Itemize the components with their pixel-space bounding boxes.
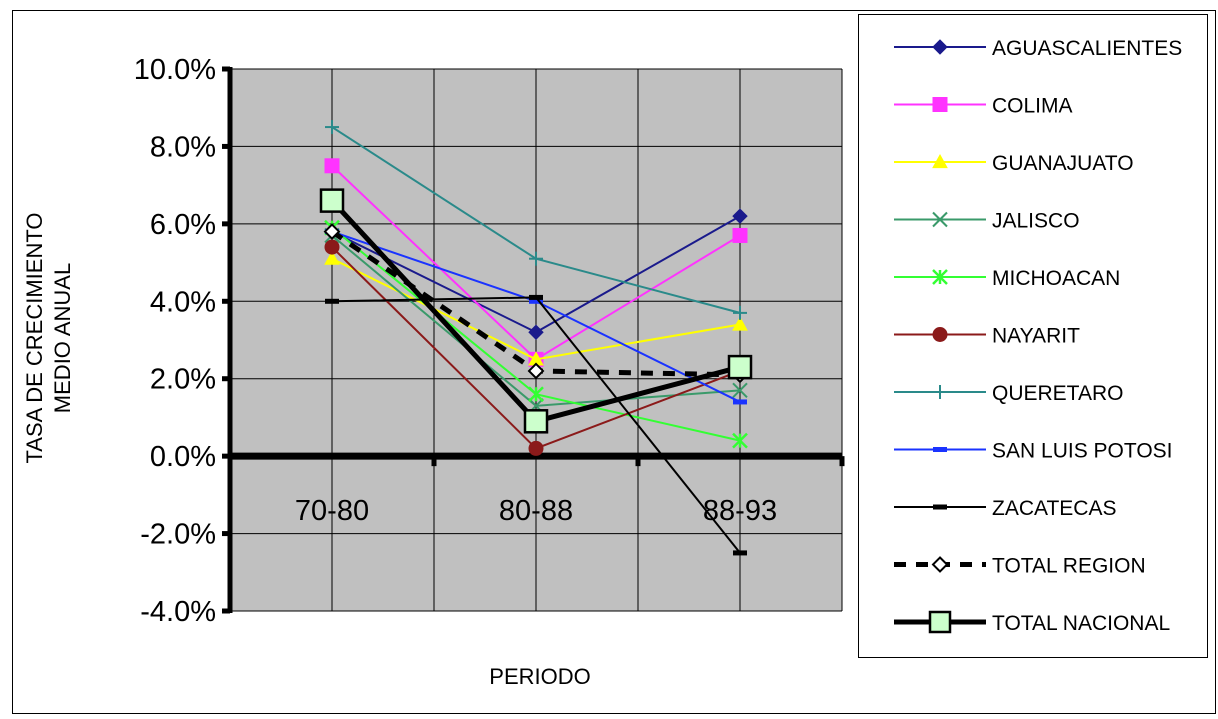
marker-michoacan bbox=[528, 386, 544, 403]
marker-legend-san-luis-potosi bbox=[933, 447, 947, 452]
marker-total-region bbox=[527, 362, 545, 380]
y-tick-label: 8.0% bbox=[150, 131, 216, 163]
marker-aguascalientes bbox=[528, 324, 544, 340]
series-michoacan bbox=[324, 219, 748, 449]
marker-colima bbox=[732, 227, 748, 243]
legend-label: GUANAJUATO bbox=[992, 152, 1134, 175]
marker-legend-total-region bbox=[931, 556, 949, 573]
legend-item-total-nacional: TOTAL NACIONAL bbox=[894, 610, 1170, 635]
marker-san-luis-potosi bbox=[529, 298, 543, 304]
marker-queretaro bbox=[529, 251, 543, 266]
legend-item-michoacan: MICHOACAN bbox=[894, 267, 1120, 290]
legend-item-queretaro: QUERETARO bbox=[894, 382, 1123, 405]
y-tick-label: -2.0% bbox=[140, 519, 216, 551]
marker-total-region bbox=[323, 223, 341, 241]
marker-legend-colima bbox=[932, 97, 948, 112]
legend-item-jalisco: JALISCO bbox=[894, 210, 1080, 233]
axes bbox=[222, 66, 845, 614]
marker-guanajuato bbox=[732, 316, 748, 331]
legend-item-guanajuato: GUANAJUATO bbox=[894, 152, 1134, 175]
y-tick-label: 6.0% bbox=[150, 209, 216, 241]
legend-item-zacatecas: ZACATECAS bbox=[894, 497, 1116, 520]
marker-queretaro bbox=[733, 305, 747, 320]
legend-item-total-region: TOTAL REGION bbox=[894, 555, 1146, 578]
series-total-nacional bbox=[319, 188, 753, 434]
legend-label: AGUASCALIENTES bbox=[992, 37, 1182, 60]
marker-legend-nayarit bbox=[932, 327, 948, 342]
marker-aguascalientes bbox=[732, 208, 748, 224]
legend-item-aguascalientes: AGUASCALIENTES bbox=[894, 37, 1182, 60]
series-queretaro bbox=[325, 120, 747, 320]
marker-total-nacional bbox=[727, 354, 753, 380]
legend-label: ZACATECAS bbox=[992, 497, 1116, 520]
legend-box bbox=[858, 14, 1208, 658]
marker-nayarit bbox=[528, 440, 544, 456]
marker-legend-total-nacional bbox=[928, 610, 952, 634]
marker-legend-aguascalientes bbox=[932, 39, 948, 55]
legend-label: COLIMA bbox=[992, 95, 1073, 118]
marker-zacatecas bbox=[733, 550, 747, 556]
marker-legend-jalisco bbox=[932, 211, 948, 228]
marker-legend-guanajuato bbox=[932, 153, 948, 169]
legend-item-colima: COLIMA bbox=[894, 95, 1073, 118]
legend-label: MICHOACAN bbox=[992, 267, 1120, 290]
legend: AGUASCALIENTES COLIMA GUANAJUATO JALISCO MIC… bbox=[894, 37, 1182, 635]
x-tick-label: 70-80 bbox=[295, 495, 369, 527]
y-tick-label: 0.0% bbox=[150, 441, 216, 473]
legend-label: TOTAL REGION bbox=[992, 555, 1146, 578]
series-layer bbox=[319, 120, 753, 556]
legend-item-san-luis-potosi: SAN LUIS POTOSI bbox=[894, 440, 1173, 463]
legend-item-nayarit: NAYARIT bbox=[894, 325, 1080, 348]
tick-labels: 10.0% 8.0% 6.0% 4.0% 2.0% 0.0% -2.0% -4.0% 70-80… bbox=[134, 54, 777, 628]
x-axis-title: PERIODO bbox=[489, 664, 590, 689]
marker-jalisco bbox=[732, 382, 748, 399]
marker-nayarit bbox=[324, 239, 340, 255]
y-axis-title-line-2: MEDIO ANUAL bbox=[50, 263, 75, 413]
marker-zacatecas bbox=[325, 298, 339, 304]
marker-colima bbox=[324, 158, 340, 174]
y-tick-label: 10.0% bbox=[134, 54, 216, 86]
marker-legend-queretaro bbox=[933, 385, 947, 399]
x-tick-label: 80-88 bbox=[499, 495, 573, 527]
legend-label: QUERETARO bbox=[992, 382, 1123, 405]
marker-legend-zacatecas bbox=[933, 504, 947, 510]
marker-total-nacional bbox=[523, 409, 549, 434]
y-tick-label: 4.0% bbox=[150, 286, 216, 318]
marker-queretaro bbox=[325, 120, 339, 135]
marker-total-nacional bbox=[319, 188, 345, 213]
marker-legend-michoacan bbox=[932, 269, 948, 285]
legend-label: JALISCO bbox=[992, 210, 1080, 233]
marker-michoacan bbox=[732, 432, 748, 449]
marker-guanajuato bbox=[324, 250, 340, 265]
marker-san-luis-potosi bbox=[733, 399, 747, 405]
y-tick-label: 2.0% bbox=[150, 364, 216, 396]
legend-label: SAN LUIS POTOSI bbox=[992, 440, 1173, 463]
x-tick-label: 88-93 bbox=[703, 495, 777, 527]
y-axis-title-line-1: TASA DE CRECIMIENTO bbox=[22, 212, 47, 463]
y-tick-label: -4.0% bbox=[140, 596, 216, 628]
legend-label: TOTAL NACIONAL bbox=[992, 612, 1170, 635]
series-aguascalientes bbox=[324, 208, 748, 340]
legend-label: NAYARIT bbox=[992, 325, 1080, 348]
marker-zacatecas bbox=[529, 294, 543, 300]
series-zacatecas bbox=[325, 294, 747, 556]
